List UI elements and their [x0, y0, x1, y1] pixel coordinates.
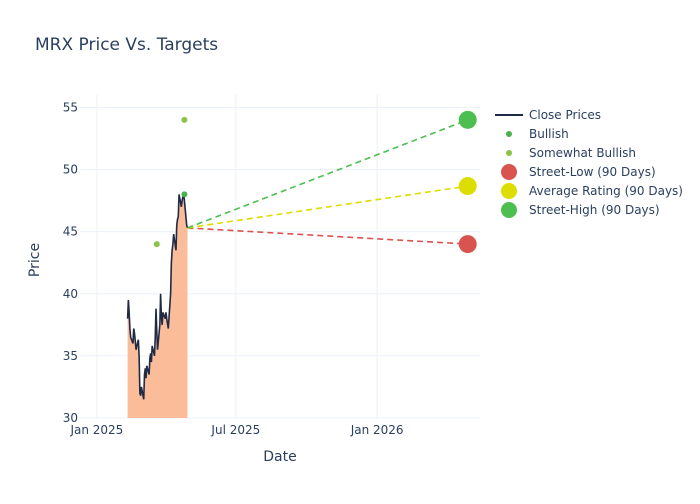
legend-item-somewhat-bullish[interactable]: Somewhat Bullish: [506, 146, 636, 160]
legend-swatch: [506, 131, 512, 137]
bullish-point: [181, 191, 188, 198]
street-high-days-marker: [458, 110, 477, 129]
legend-item-close-prices[interactable]: Close Prices: [495, 108, 601, 122]
street-high-days-line: [187, 119, 469, 229]
y-tick-label: 40: [63, 287, 78, 301]
legend-label: Street-Low (90 Days): [529, 165, 656, 179]
close-price-fill: [127, 191, 188, 418]
y-tick-label: 55: [63, 100, 78, 114]
y-tick-label: 30: [63, 411, 78, 425]
legend-label: Close Prices: [529, 108, 601, 122]
legend-swatch: [501, 202, 517, 218]
y-tick-label: 45: [63, 225, 78, 239]
legend-label: Street-High (90 Days): [529, 203, 660, 217]
axes: 30 35 40 45 50 55 Jan 2025 Jul 2025 Jan 2026: [63, 100, 404, 437]
somewhat-bullish-point: [181, 116, 188, 123]
legend-label: Bullish: [529, 127, 569, 141]
average-rating-days-marker: [458, 177, 477, 196]
legend-item-bullish[interactable]: Bullish: [506, 127, 569, 141]
street-low-days-marker: [458, 235, 477, 254]
close-price-area: [127, 191, 188, 418]
y-tick-label: 50: [63, 163, 78, 177]
legend-label: Average Rating (90 Days): [529, 184, 683, 198]
close-price-line: [126, 191, 189, 400]
y-tick-label: 35: [63, 349, 78, 363]
street-low-days-line: [187, 227, 468, 245]
legend-item-street-high-days[interactable]: Street-High (90 Days): [501, 202, 660, 218]
series-layer: [126, 110, 477, 400]
y-axis-title: Price: [27, 243, 43, 277]
legend[interactable]: Close Prices Bullish Somewhat Bullish Stree…: [495, 108, 683, 218]
legend-swatch: [506, 150, 512, 156]
legend-item-street-low-days[interactable]: Street-Low (90 Days): [501, 164, 656, 180]
x-tick-label: Jan 2026: [350, 423, 404, 437]
x-tick-label: Jan 2025: [69, 423, 123, 437]
legend-label: Somewhat Bullish: [529, 146, 636, 160]
legend-swatch: [501, 164, 517, 180]
average-rating-days-line: [187, 185, 468, 229]
x-tick-label: Jul 2025: [210, 423, 260, 437]
legend-item-average-rating-days[interactable]: Average Rating (90 Days): [501, 183, 683, 199]
chart-title: MRX Price Vs. Targets: [35, 35, 218, 55]
somewhat-bullish-point: [153, 241, 160, 248]
grid: [80, 95, 480, 419]
legend-swatch: [501, 183, 517, 199]
x-axis-title: Date: [263, 449, 296, 465]
